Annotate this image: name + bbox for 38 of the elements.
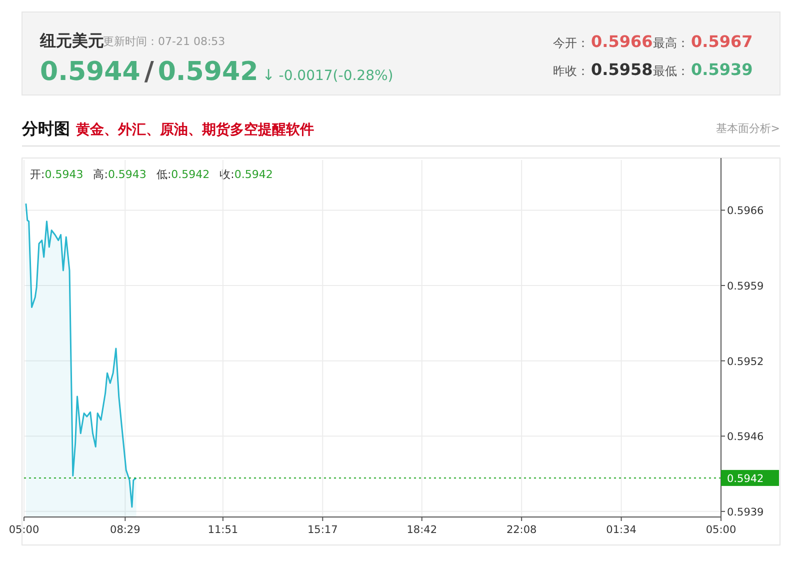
x-tick-label: 05:00 [8,524,40,536]
x-tick-label: 08:29 [110,524,140,536]
text: ↓ [262,66,275,84]
text: / [144,57,154,87]
text: 0.5944 [40,57,140,87]
x-tick-label: 11:51 [208,524,238,536]
text: 昨收： [553,64,589,78]
y-tick-label: 0.5952 [727,356,764,368]
text: 今开： [553,36,589,50]
text: -0.0017(-0.28%) [278,68,394,84]
annotation: 0.5943 [44,168,84,181]
y-tick-label: 0.5939 [727,506,764,518]
ref-line-label: 0.5942 [727,472,764,485]
x-tick-label: 22:08 [506,524,537,536]
annotation: 低: [156,168,172,181]
chart-subtitle: 更新时间：07-21 08:53 [103,35,226,48]
y-tick-label: 0.5959 [727,280,764,293]
text: 分时图 [21,119,70,138]
x-tick-label: 05:00 [706,524,736,536]
text: 0.5958 [591,60,653,79]
chart-title: 纽元美元 [39,31,104,50]
text: 黄金、外汇、原油、期货多空提醒软件 [75,121,314,138]
text: 0.5966 [591,32,653,51]
text: 最高： [653,36,689,50]
x-tick-label: 15:17 [308,524,338,536]
annotation: 0.5942 [234,168,273,181]
text: 基本面分析> [716,122,780,135]
annotation: 0.5943 [108,168,146,181]
annotation: 开: [30,168,45,181]
annotation: 0.5942 [171,168,210,181]
text: 最低： [653,64,689,78]
text: 0.5942 [158,57,258,87]
x-tick-label: 01:34 [606,524,637,536]
y-tick-label: 0.5966 [727,205,764,218]
x-tick-label: 18:42 [406,524,438,536]
y-tick-label: 0.5946 [727,431,764,444]
annotation: 高: [93,168,108,181]
text: 0.5967 [691,32,753,51]
